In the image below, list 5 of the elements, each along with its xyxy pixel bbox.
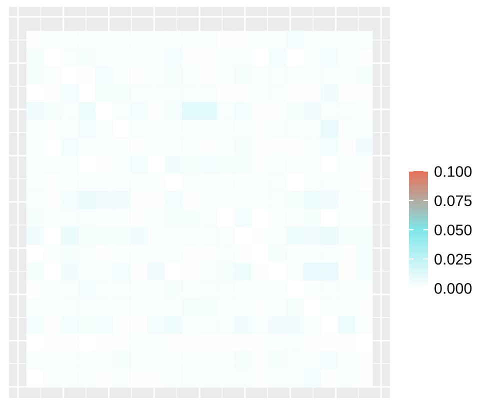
color-bar-label: 0.050	[434, 224, 472, 236]
color-bar-label: 0.100	[434, 166, 472, 177]
color-bar-label: 0.025	[434, 254, 472, 265]
color-bar-label: 0.075	[434, 195, 472, 206]
color-bar-label: 0.000	[434, 283, 472, 294]
